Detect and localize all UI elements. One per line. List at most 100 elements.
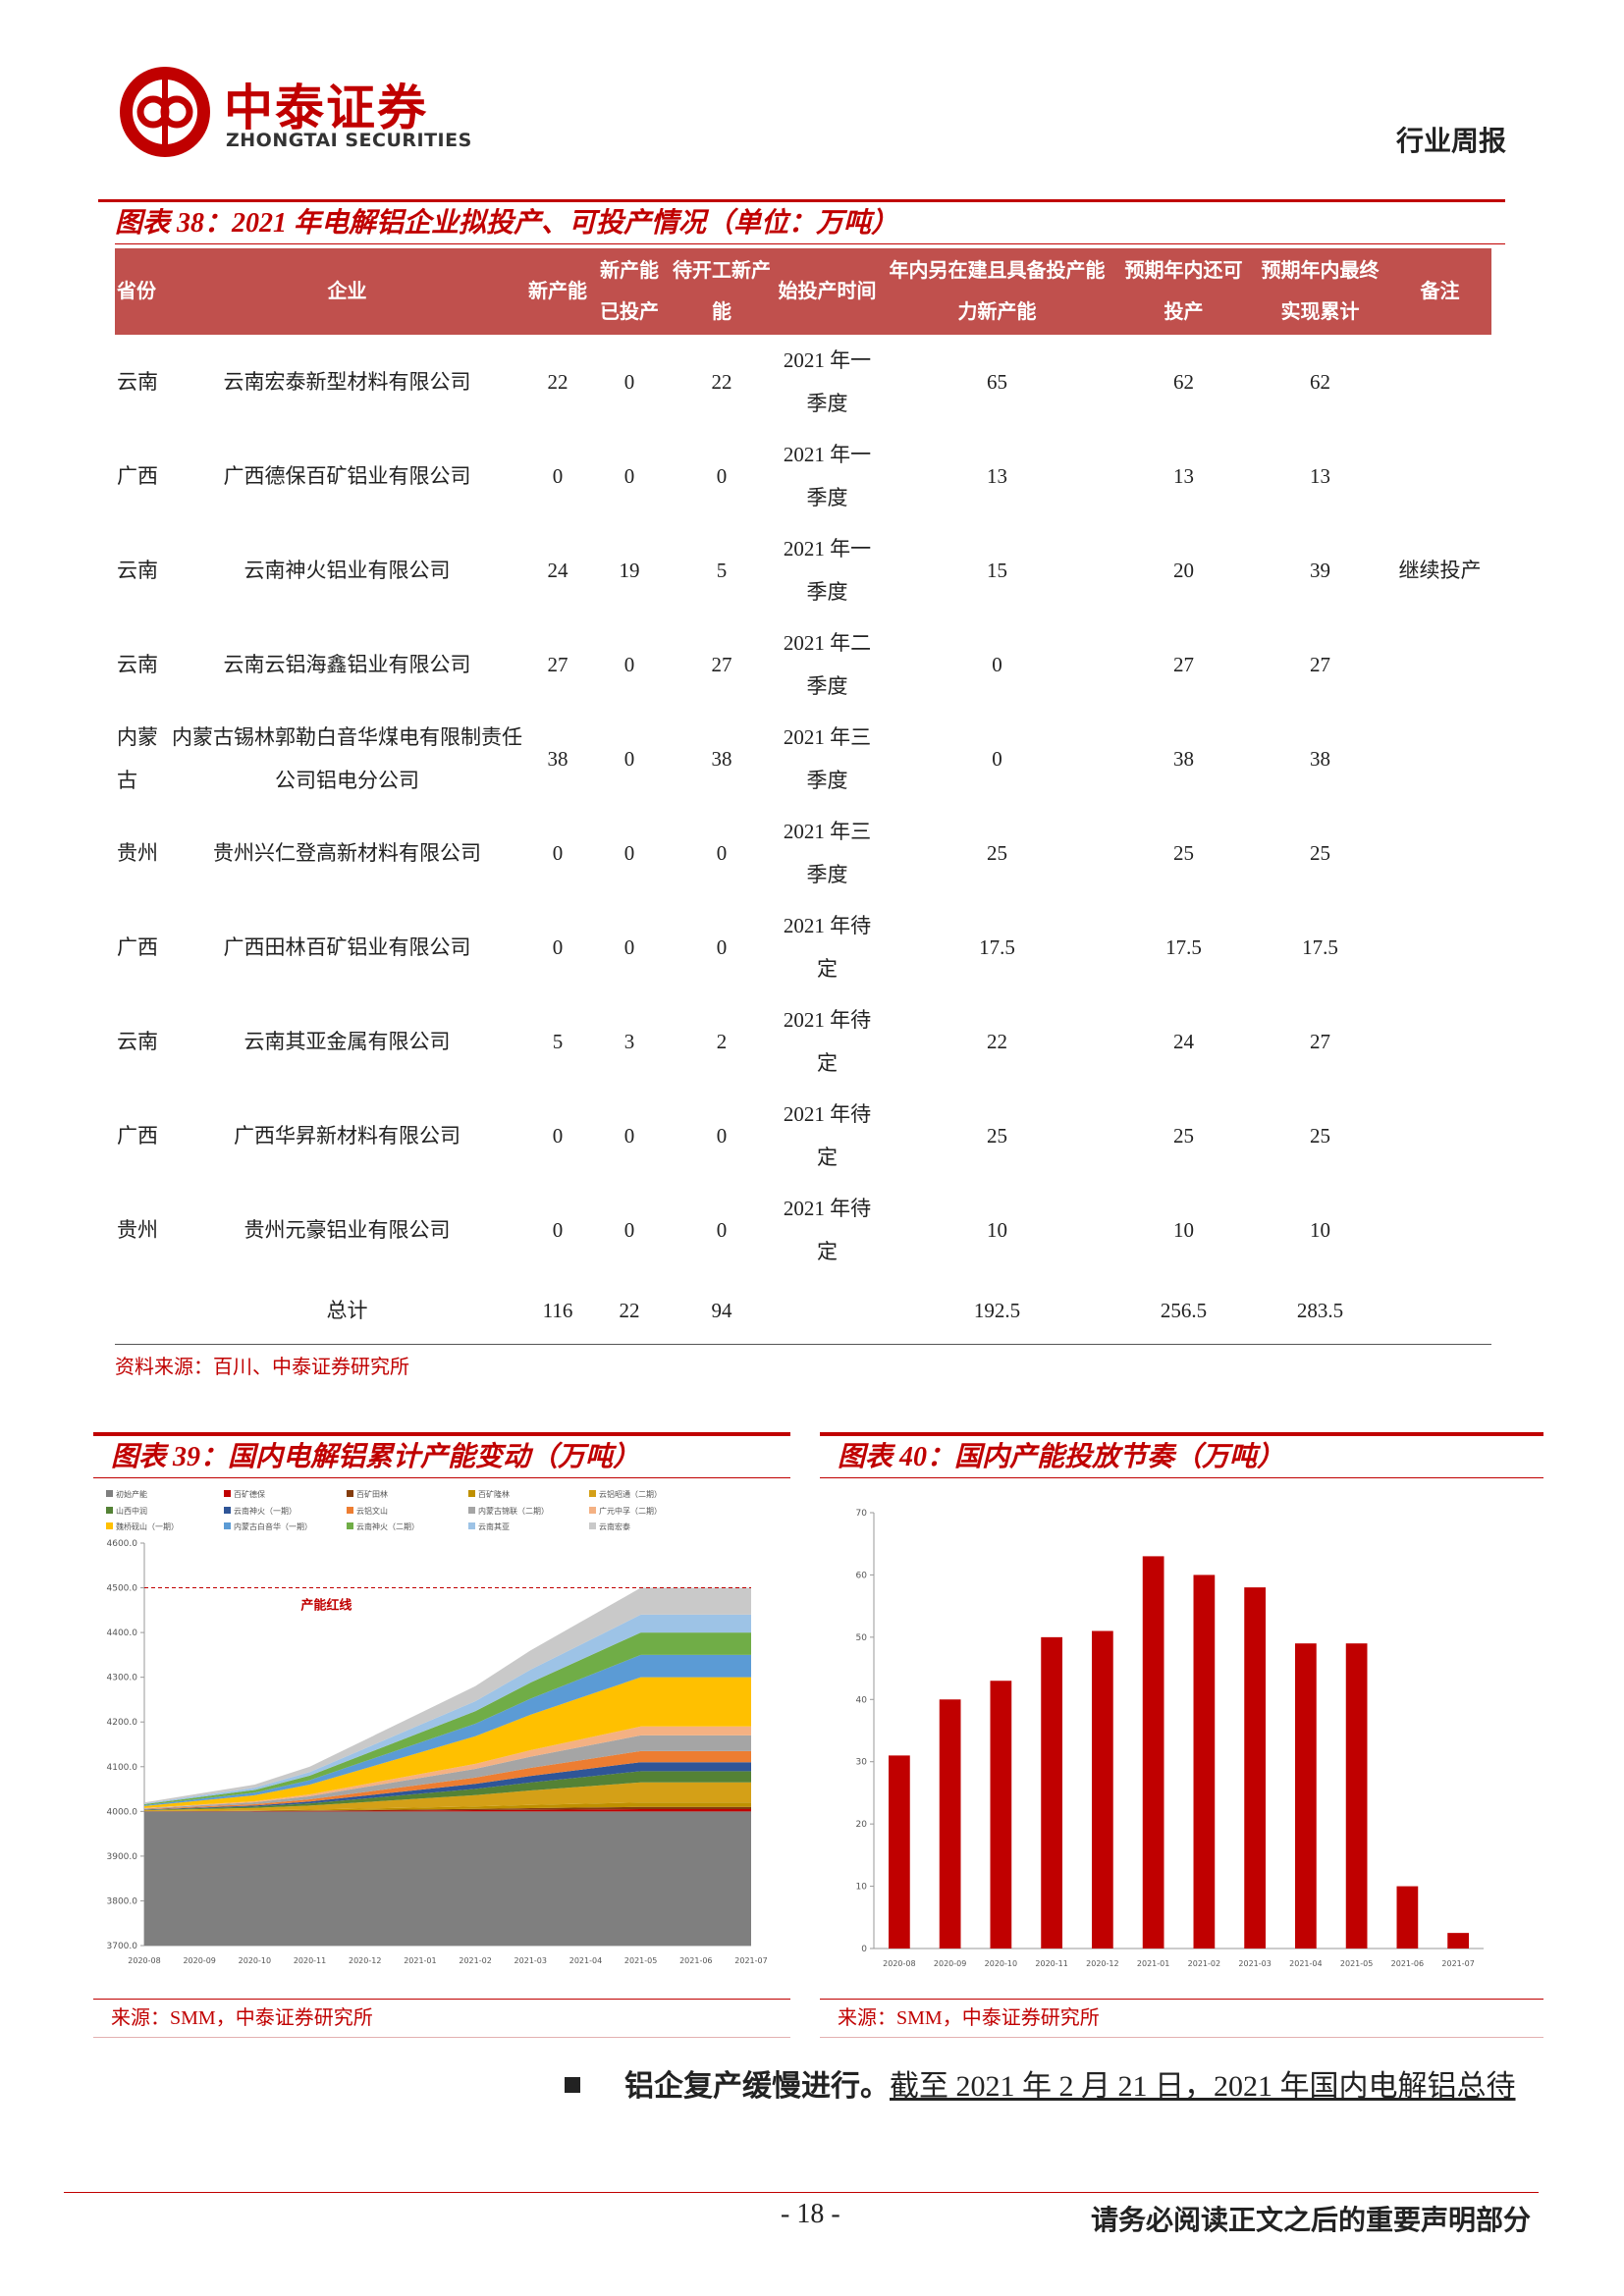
table-cell: 0 <box>716 935 728 959</box>
column-header: 始投产时间 <box>776 248 879 335</box>
table-row: 贵州 贵州元豪铝业有限公司 0 0 0 2021 年待定 10 10 10 <box>115 1183 1491 1277</box>
legend-label: 山西中润 <box>116 1506 147 1516</box>
y-tick-label: 40 <box>856 1695 868 1705</box>
x-tick-label: 2020-10 <box>239 1956 271 1965</box>
x-tick-label: 2021-03 <box>1238 1959 1271 1968</box>
x-tick-label: 2021-07 <box>734 1956 767 1965</box>
bar <box>1396 1886 1419 1949</box>
table-cell: 0 <box>623 1124 635 1148</box>
legend-label: 云铝昭通（二期） <box>599 1489 662 1499</box>
table-title: 图表 38：2021 年电解铝企业拟投产、可投产情况（单位：万吨） <box>115 204 1505 244</box>
table-cell <box>776 1277 879 1345</box>
table-row: 云南 云南宏泰新型材料有限公司 22 0 22 2021 年一季度 65 62 62 <box>115 335 1491 429</box>
table-cell: 2021 年一季度 <box>783 348 872 415</box>
column-header: 备注 <box>1388 248 1491 335</box>
area <box>144 1782 751 1811</box>
table-cell: 22 <box>547 370 568 394</box>
table-cell: 2021 年待定 <box>783 1197 872 1263</box>
table-cell: 广西田林百矿铝业有限公司 <box>223 935 471 959</box>
table-cell: 0 <box>552 935 564 959</box>
table-cell: 65 <box>987 370 1007 394</box>
table-cell <box>1388 617 1491 712</box>
bar <box>1193 1575 1216 1949</box>
y-tick-label: 50 <box>856 1633 868 1643</box>
legend-swatch <box>224 1507 231 1514</box>
table-cell: 0 <box>623 370 635 394</box>
table-cell: 0 <box>716 1218 728 1242</box>
table-cell: 广西 <box>117 1124 158 1148</box>
table-cell: 云南其亚金属有限公司 <box>244 1030 451 1053</box>
table-cell: 27 <box>1310 1030 1330 1053</box>
table-cell: 2021 年待定 <box>783 1102 872 1169</box>
table-row: 云南 云南其亚金属有限公司 5 3 2 2021 年待定 22 24 27 <box>115 994 1491 1089</box>
total-cell: 256.5 <box>1115 1277 1252 1345</box>
table-cell: 39 <box>1310 559 1330 582</box>
area <box>144 1750 751 1810</box>
table-cell <box>1388 335 1491 429</box>
x-tick-label: 2020-12 <box>349 1956 381 1965</box>
table-cell: 13 <box>987 464 1007 488</box>
x-tick-label: 2021-01 <box>1137 1959 1169 1968</box>
table-row: 内蒙古 内蒙古锡林郭勒白音华煤电有限制责任公司铝电分公司 38 0 38 2021 年三季… <box>115 712 1491 806</box>
chart: 3700.0 3800.0 3900.0 4000.0 4100.0 4200.0 4300… <box>106 1489 768 1965</box>
legend-label: 云南神火（二期） <box>356 1522 419 1531</box>
x-tick-label: 2020-12 <box>1086 1959 1118 1968</box>
footer-rule <box>64 2192 1539 2193</box>
legend-swatch <box>106 1522 113 1529</box>
table-row: 云南 云南云铝海鑫铝业有限公司 27 0 27 2021 年二季度 0 27 27 <box>115 617 1491 712</box>
reference-label: 产能红线 <box>300 1598 352 1614</box>
table-cell <box>1388 1089 1491 1183</box>
x-tick-label: 2021-01 <box>404 1956 436 1965</box>
table-cell: 0 <box>716 841 728 865</box>
x-tick-label: 2021-07 <box>1441 1959 1474 1968</box>
x-tick-label: 2021-02 <box>1188 1959 1220 1968</box>
x-tick-label: 2021-04 <box>569 1956 602 1965</box>
x-tick-label: 2020-11 <box>294 1956 326 1965</box>
legend-swatch <box>468 1490 475 1497</box>
area <box>144 1726 751 1809</box>
column-header: 企业 <box>170 248 524 335</box>
table-cell: 27 <box>547 653 568 676</box>
report-type: 行业周报 <box>1395 127 1506 157</box>
table-cell: 25 <box>987 1124 1007 1148</box>
y-tick-label: 0 <box>861 1945 867 1954</box>
table-cell: 0 <box>623 935 635 959</box>
table-cell: 22 <box>711 370 732 394</box>
legend-swatch <box>224 1522 231 1529</box>
bar <box>1092 1630 1113 1949</box>
area <box>144 1762 751 1810</box>
table-cell: 27 <box>1173 653 1194 676</box>
table-cell: 贵州元豪铝业有限公司 <box>244 1218 451 1242</box>
table-cell: 24 <box>1173 1030 1194 1053</box>
bar <box>1295 1643 1317 1949</box>
table-cell: 13 <box>1173 464 1194 488</box>
table-cell: 25 <box>1310 1124 1330 1148</box>
legend-label: 初始产能 <box>116 1489 147 1499</box>
x-tick-label: 2020-08 <box>883 1959 915 1968</box>
y-tick-label: 3700.0 <box>107 1942 138 1951</box>
table-cell: 广西 <box>117 464 158 488</box>
table-cell: 云南宏泰新型材料有限公司 <box>223 370 471 394</box>
table-cell: 24 <box>547 559 568 582</box>
x-tick-label: 2021-06 <box>1391 1959 1424 1968</box>
table-cell: 贵州兴仁登高新材料有限公司 <box>213 841 481 865</box>
table-cell: 0 <box>552 464 564 488</box>
logo <box>120 67 210 157</box>
legend-label: 百矿田林 <box>356 1489 388 1499</box>
paragraph: 铝企复产缓慢进行。截至 2021 年 2 月 21 日，2021 年国内电解铝总… <box>624 2061 1516 2105</box>
x-tick-label: 2020-09 <box>183 1956 215 1965</box>
area-group <box>144 1587 751 1946</box>
company-name-en: ZHONGTAI SECURITIES <box>226 130 472 151</box>
total-label: 总计 <box>170 1277 524 1345</box>
table-cell: 17.5 <box>979 935 1015 959</box>
table-cell: 云南云铝海鑫铝业有限公司 <box>223 653 471 676</box>
table-cell <box>1388 1183 1491 1277</box>
table-body: 云南 云南宏泰新型材料有限公司 22 0 22 2021 年一季度 65 62 62 广西 广西德保… <box>115 335 1491 1345</box>
column-header: 新产能 <box>524 248 591 335</box>
bar <box>1244 1587 1266 1949</box>
legend-label: 百矿德保 <box>234 1489 265 1499</box>
table-cell: 0 <box>992 653 1002 676</box>
table-cell: 10 <box>1173 1218 1194 1242</box>
chart-source: 来源：SMM，中泰证券研究所 <box>820 1999 1543 2038</box>
legend-swatch <box>347 1490 353 1497</box>
